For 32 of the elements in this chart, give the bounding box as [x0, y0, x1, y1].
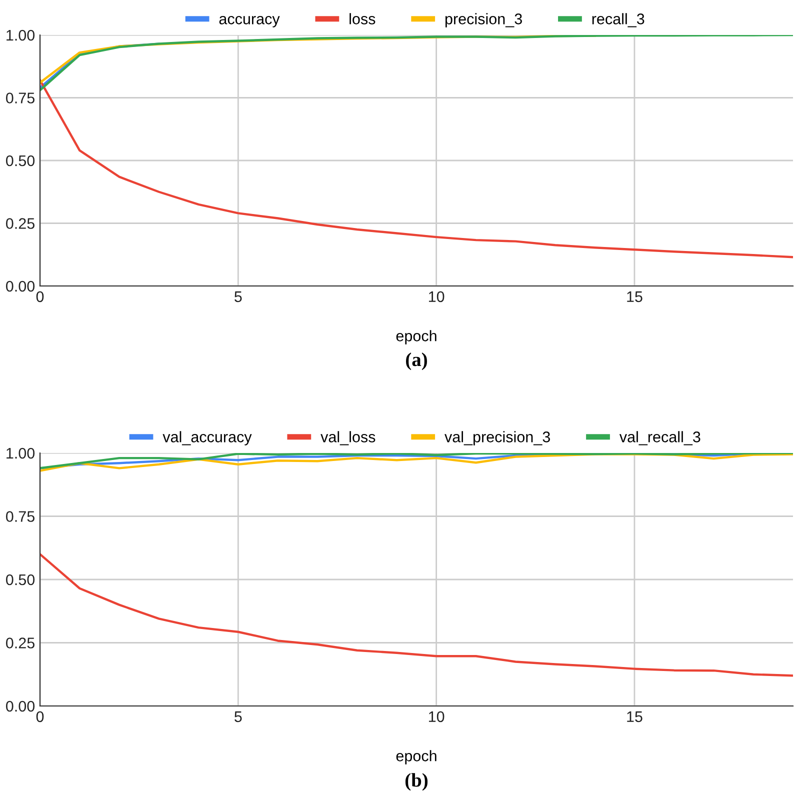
line-series: [40, 79, 793, 258]
y-tick-label: 0.50: [6, 155, 35, 166]
line-series: [40, 553, 793, 677]
y-tick-label: 0.25: [6, 218, 34, 229]
x-tick-label: 10: [428, 711, 444, 722]
y-tick-label: 0.75: [6, 511, 34, 522]
legend-label: val_precision_3: [444, 431, 550, 446]
y-tick-label: 0.00: [6, 700, 35, 712]
legend-label: precision_3: [445, 13, 522, 28]
x-tick-label: 5: [234, 711, 242, 722]
y-tick-label: 1.00: [6, 30, 35, 41]
x-tick-label: 0: [36, 711, 44, 722]
legend-label: accuracy: [219, 16, 280, 28]
y-tick-label: 0.00: [6, 280, 35, 292]
legend-label: loss: [350, 13, 376, 24]
legend-label: val_recall_3: [619, 431, 700, 446]
y-tick-label: 0.50: [6, 574, 35, 586]
legend-label: recall_3: [592, 13, 644, 28]
x-tick-label: 0: [36, 291, 44, 302]
x-axis-title: epoch: [396, 750, 436, 764]
legend-label: val_loss: [320, 431, 376, 446]
y-tick-label: 1.00: [6, 448, 35, 459]
y-tick-label: 0.25: [6, 638, 34, 648]
x-tick-label: 5: [234, 291, 242, 302]
text: (a): [406, 352, 427, 370]
text: (b): [405, 773, 428, 791]
x-tick-label: 15: [627, 291, 642, 302]
x-tick-label: 15: [627, 711, 642, 722]
legend-label: val_accuracy: [162, 431, 252, 446]
x-tick-label: 10: [428, 291, 444, 302]
y-tick-label: 0.75: [6, 92, 34, 104]
x-axis-title: epoch: [396, 330, 436, 344]
